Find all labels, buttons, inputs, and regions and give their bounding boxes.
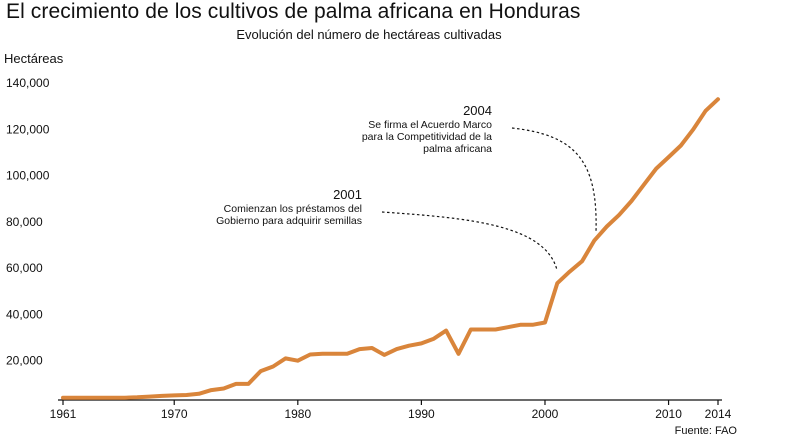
data-point-1983 [333, 352, 337, 356]
data-point-2013 [704, 109, 708, 113]
annotation-2004-line-3: palma africana [423, 143, 492, 155]
x-tick-label: 1970 [161, 407, 188, 421]
data-point-2011 [679, 143, 683, 148]
data-point-1998 [518, 323, 522, 327]
data-point-2014 [716, 97, 720, 101]
data-point-1968 [147, 394, 152, 399]
data-point-2000 [543, 320, 547, 325]
data-point-2006 [617, 213, 621, 217]
data-point-1975 [234, 382, 238, 386]
y-tick-label: 100,000 [6, 169, 50, 183]
chart-title: El crecimiento de los cultivos de palma … [6, 0, 581, 23]
data-point-1991 [432, 337, 436, 341]
annotation-2004: 2004 Se firma el Acuerdo Marco para la C… [362, 103, 597, 233]
annotation-2001: 2001 Comienzan los préstamos del Gobiern… [216, 187, 558, 271]
data-point-2009 [654, 167, 658, 171]
data-point-group [61, 97, 720, 400]
x-tick-label: 2000 [532, 407, 559, 421]
data-point-1992 [444, 329, 448, 333]
x-tick-label: 2010 [655, 407, 682, 421]
data-point-1987 [382, 353, 386, 357]
data-point-1973 [209, 388, 213, 392]
annotation-2004-line-1: Se firma el Acuerdo Marco [368, 119, 492, 131]
data-point-2008 [642, 183, 646, 187]
data-point-1977 [259, 369, 263, 373]
data-point-1993 [456, 352, 461, 356]
data-point-1999 [531, 323, 535, 327]
data-point-2010 [666, 155, 671, 159]
x-tick-label: 1980 [284, 407, 311, 421]
data-point-1980 [296, 359, 300, 363]
data-point-1964 [98, 396, 102, 400]
data-point-1965 [110, 396, 115, 400]
annotation-2004-year: 2004 [463, 103, 492, 118]
data-point-1985 [358, 347, 362, 351]
annotation-2001-leader [381, 211, 558, 271]
series-line [61, 97, 720, 400]
x-tick-label: 1990 [408, 407, 435, 421]
y-tick-group: 20,000 40,000 60,000 80,000 100,000 120,000 14… [6, 76, 50, 368]
data-point-1988 [395, 347, 399, 351]
data-point-1963 [86, 396, 90, 400]
y-tick-label: 120,000 [6, 122, 50, 136]
data-point-1995 [481, 327, 485, 332]
annotation-2001-line-1: Comienzan los préstamos del [224, 203, 362, 215]
data-point-1996 [493, 327, 498, 332]
data-point-2005 [605, 224, 609, 229]
data-point-2002 [568, 270, 572, 274]
data-point-2012 [691, 127, 695, 131]
data-point-1966 [123, 396, 127, 400]
y-tick-label: 40,000 [6, 307, 43, 321]
data-point-1989 [407, 344, 411, 348]
data-point-1990 [419, 341, 423, 345]
data-point-1984 [345, 352, 349, 356]
y-tick-label: 140,000 [6, 76, 50, 90]
data-point-1961 [61, 396, 65, 400]
y-axis-label: Hectáreas [4, 51, 64, 66]
data-point-1967 [135, 395, 139, 399]
data-point-1972 [197, 392, 201, 396]
x-tick-label: 1961 [50, 407, 77, 421]
data-point-1976 [246, 382, 250, 386]
data-point-1979 [283, 356, 288, 360]
annotation-2001-line-2: Gobierno para adquirir semillas [216, 215, 362, 227]
data-point-1994 [469, 327, 473, 332]
x-tick-group: 1961 1970 1980 1990 2000 2010 2014 [50, 400, 732, 421]
data-point-1997 [506, 325, 510, 329]
chart-subtitle: Evolución del número de hectáreas cultiv… [236, 27, 502, 42]
data-point-1986 [370, 346, 374, 350]
annotation-2001-year: 2001 [333, 187, 362, 202]
data-point-2004 [592, 238, 597, 242]
annotation-2004-leader [511, 127, 597, 233]
y-tick-label: 20,000 [6, 354, 43, 368]
source-note: Fuente: FAO [675, 425, 738, 437]
data-point-1981 [308, 352, 312, 357]
y-tick-label: 60,000 [6, 261, 43, 275]
data-point-1974 [222, 386, 226, 391]
data-point-1970 [172, 393, 176, 398]
data-point-1971 [184, 393, 189, 397]
data-point-1978 [271, 364, 275, 369]
x-tick-label: 2014 [705, 407, 732, 421]
data-point-1962 [73, 396, 77, 400]
annotation-2004-line-2: para la Competitividad de la [362, 131, 492, 143]
data-point-2003 [580, 259, 584, 263]
data-point-2001 [555, 281, 559, 285]
data-point-1982 [320, 352, 325, 356]
y-tick-label: 80,000 [6, 215, 43, 229]
data-point-2007 [629, 199, 634, 203]
data-point-1969 [160, 394, 164, 398]
